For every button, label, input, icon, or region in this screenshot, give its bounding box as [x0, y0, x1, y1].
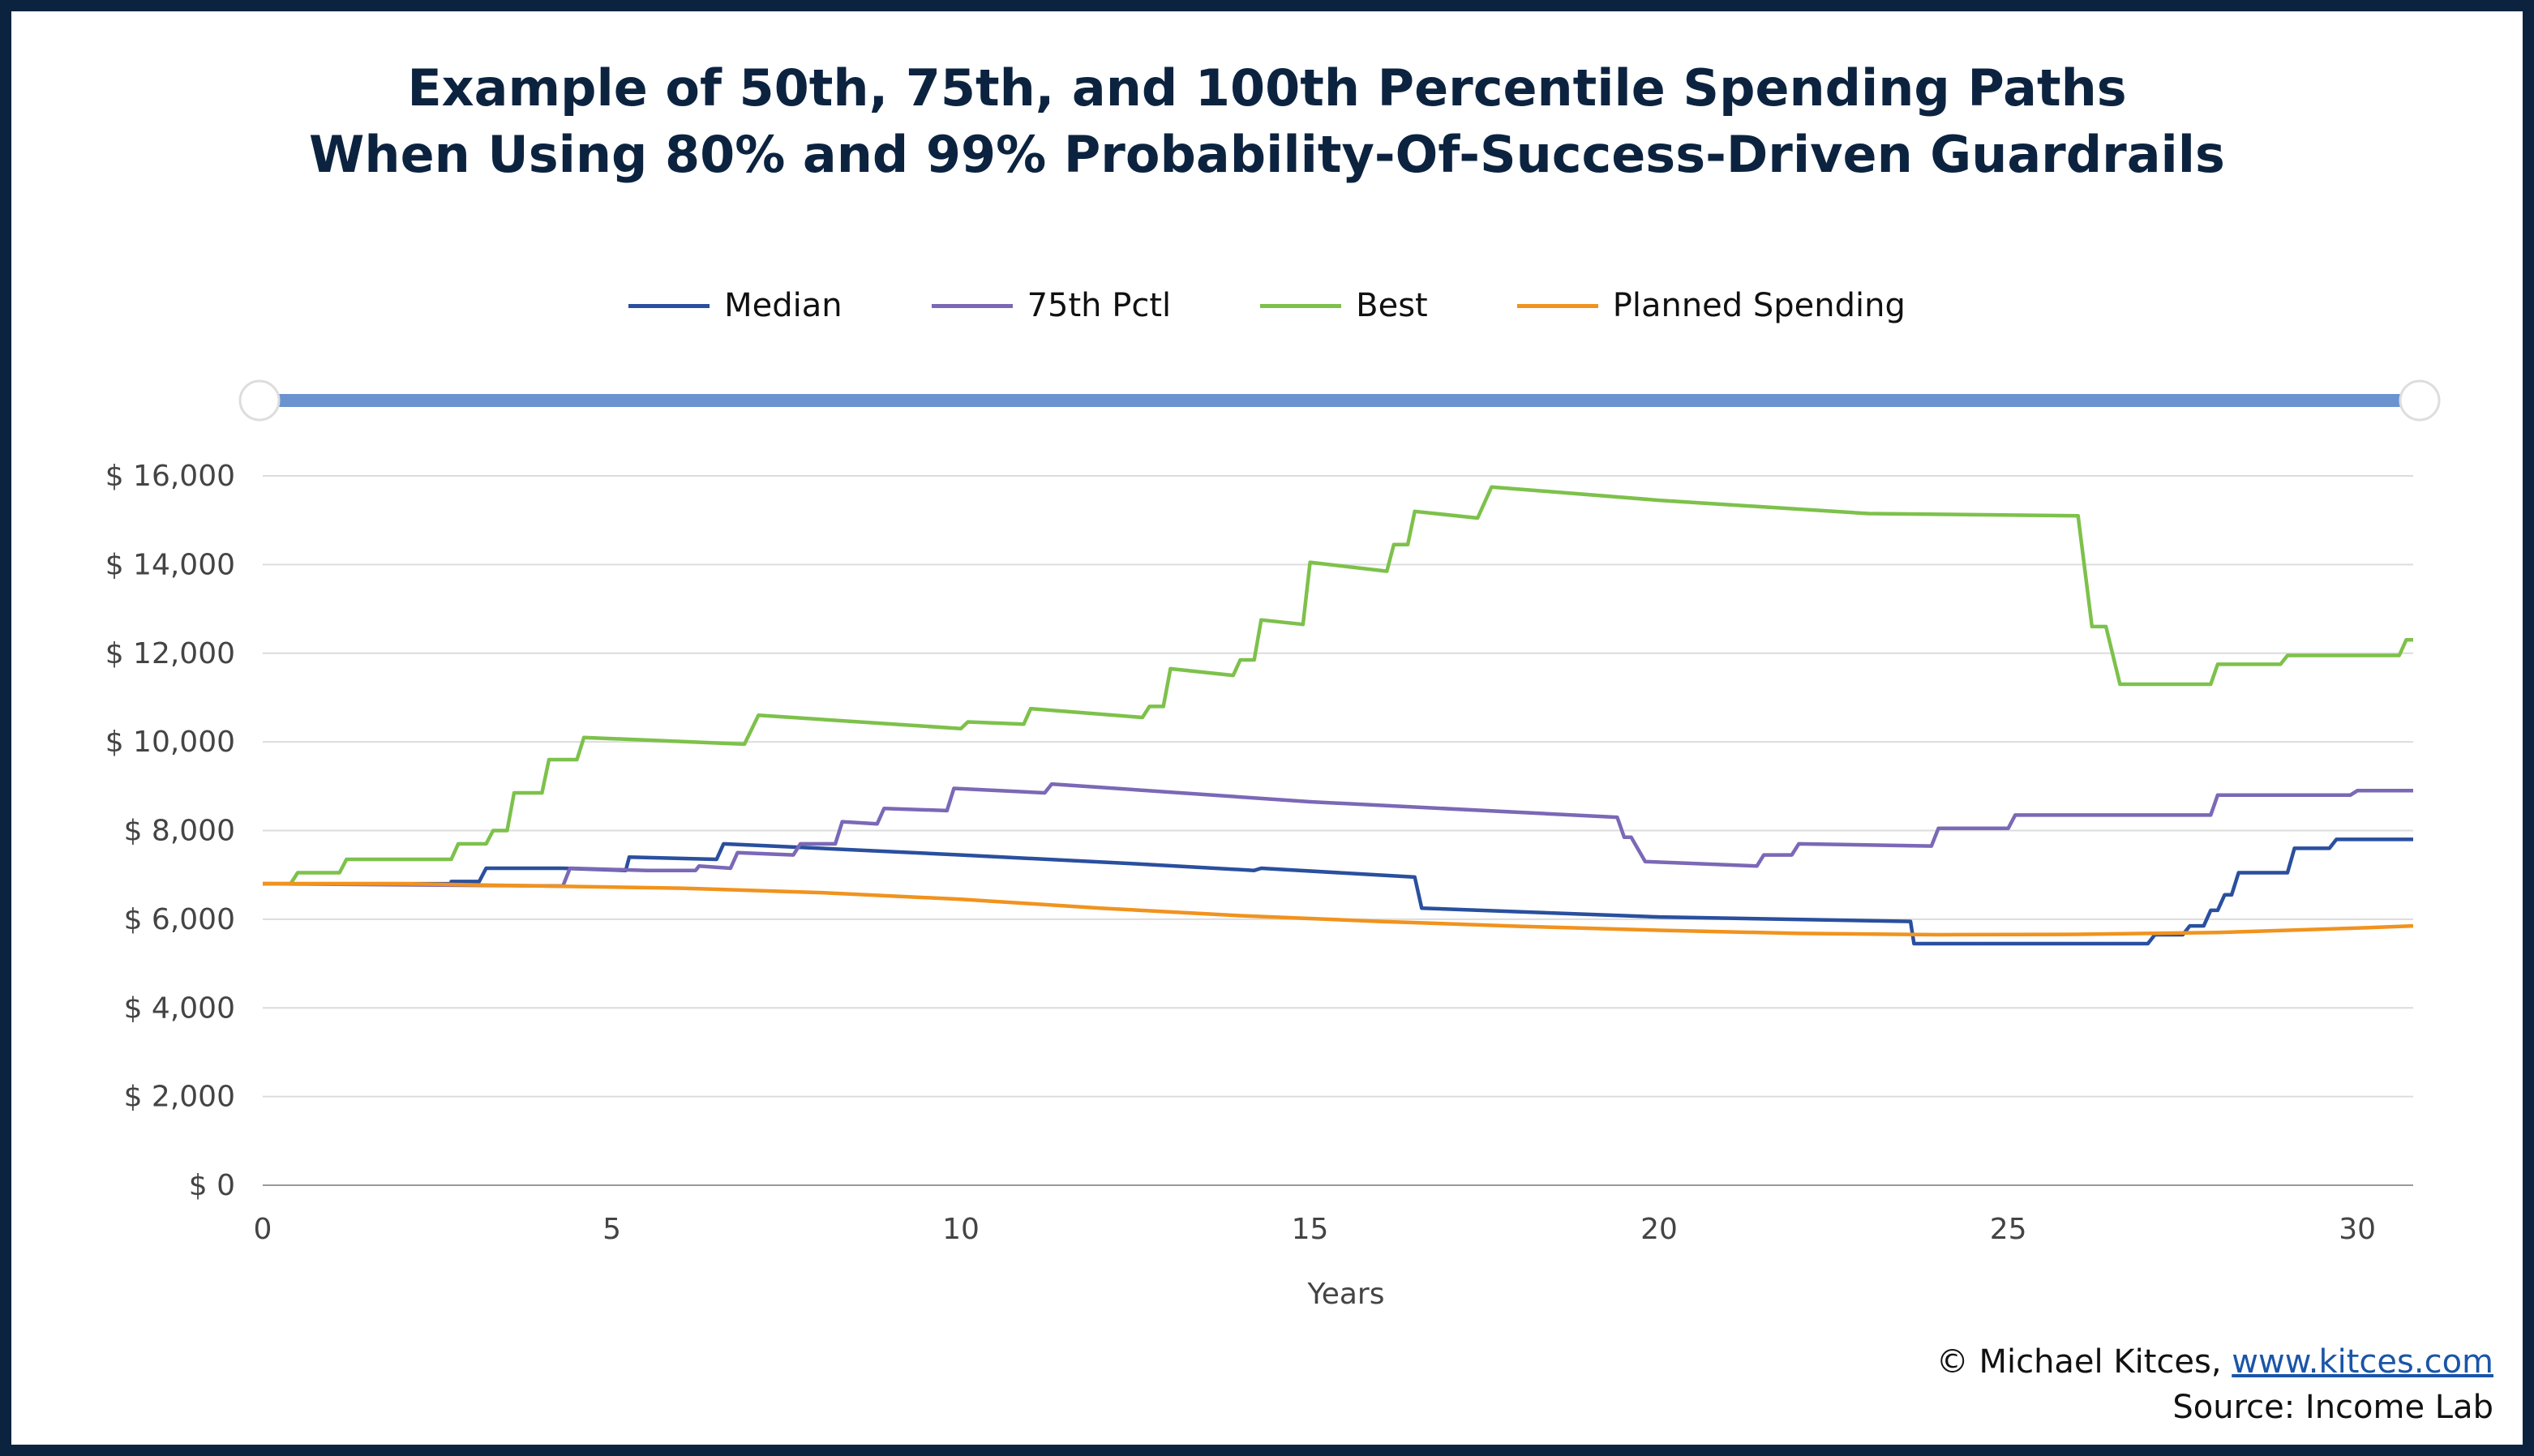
- y-tick-label: $ 4,000: [124, 991, 235, 1025]
- x-tick-label: 20: [1640, 1213, 1678, 1246]
- kitces-link[interactable]: www.kitces.com: [2232, 1343, 2493, 1381]
- x-tick-label: 0: [254, 1213, 272, 1246]
- legend-label: Median: [724, 287, 843, 324]
- legend-item[interactable]: 75th Pctl: [931, 287, 1172, 324]
- legend-swatch: [931, 303, 1013, 308]
- y-tick-label: $ 2,000: [124, 1081, 235, 1114]
- y-tick-label: $ 0: [189, 1169, 235, 1202]
- x-tick-label: 25: [1990, 1213, 2027, 1246]
- y-tick-label: $ 6,000: [124, 903, 235, 936]
- chart-title: Example of 50th, 75th, and 100th Percent…: [407, 58, 2127, 118]
- series-line-best: [263, 485, 2413, 886]
- y-tick-label: $ 10,000: [105, 726, 235, 759]
- source-text: Source: Income Lab: [2172, 1389, 2493, 1426]
- y-tick-label: $ 16,000: [105, 460, 235, 493]
- line-chart: $ 0 $ 2,000 $ 4,000 $ 6,000 $ 8,000 $ 10,000 $…: [105, 379, 2441, 1311]
- series-line-median: [263, 837, 2413, 946]
- legend-swatch: [1260, 303, 1342, 308]
- range-slider-right-handle: [2399, 379, 2441, 422]
- legend-item[interactable]: Median: [628, 287, 843, 324]
- y-tick-label: $ 12,000: [105, 637, 235, 670]
- copyright-text: © Michael Kitces,: [1936, 1343, 2232, 1381]
- series-line-75th-pctl: [262, 782, 2413, 889]
- copyright-line: © Michael Kitces, www.kitces.com: [1936, 1339, 2493, 1385]
- chart-frame: Example of 50th, 75th, and 100th Percent…: [11, 11, 2523, 1445]
- y-tick-label: $ 14,000: [105, 548, 235, 581]
- chart-legend: Median 75th Pctl Best Planned Spending: [11, 287, 2523, 324]
- x-tick-label: 5: [602, 1213, 621, 1246]
- x-tick-label: 10: [942, 1213, 980, 1246]
- x-axis-label: Years: [1307, 1278, 1385, 1311]
- credits: © Michael Kitces, www.kitces.com Source:…: [1936, 1339, 2493, 1430]
- legend-label: Planned Spending: [1612, 287, 1906, 324]
- legend-item[interactable]: Planned Spending: [1516, 287, 1906, 324]
- x-tick-label: 30: [2339, 1213, 2376, 1246]
- legend-label: Best: [1356, 287, 1428, 324]
- legend-label: 75th Pctl: [1027, 287, 1172, 324]
- legend-swatch: [628, 303, 710, 308]
- range-slider-left-handle: [238, 379, 281, 422]
- x-tick-label: 15: [1292, 1213, 1329, 1246]
- legend-swatch: [1516, 303, 1598, 308]
- y-tick-label: $ 8,000: [124, 815, 235, 848]
- series-line-planned-spending: [263, 881, 2414, 937]
- legend-item[interactable]: Best: [1260, 287, 1428, 324]
- chart-subtitle: When Using 80% and 99% Probability-Of-Su…: [309, 125, 2225, 184]
- range-slider-bar: [259, 394, 2420, 407]
